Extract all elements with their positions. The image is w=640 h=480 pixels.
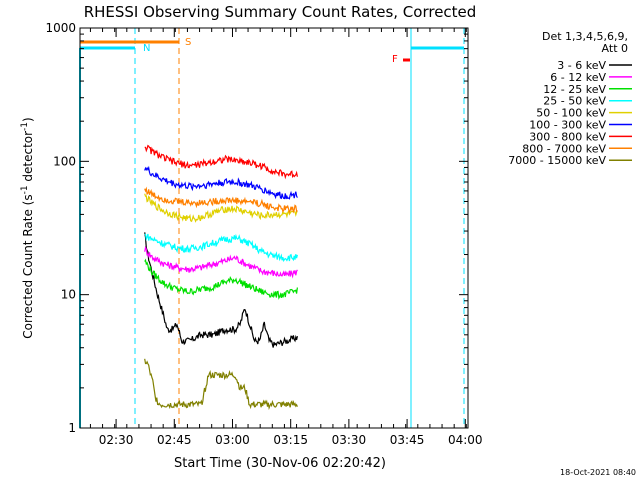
legend-label: 300 - 800 keV [529, 130, 606, 143]
series-line [144, 186, 298, 214]
x-axis-label: Start Time (30-Nov-06 02:20:42) [174, 456, 386, 471]
y-tick-label: 100 [53, 154, 76, 168]
legend-header-attenuator: Att 0 [602, 42, 628, 55]
night-flag-label: N [143, 43, 150, 54]
x-tick-label: 03:45 [390, 433, 425, 447]
legend-header-detectors: Det 1,3,4,5,6,9, [542, 30, 628, 43]
series-line [144, 193, 298, 223]
series-line [144, 165, 298, 200]
y-axis: 1 10 100 1000 [45, 21, 468, 435]
series-line [144, 233, 298, 263]
x-tick-label: 04:00 [448, 433, 483, 447]
series-line [144, 358, 298, 411]
legend-label: 50 - 100 keV [536, 107, 606, 120]
x-tick-label: 02:30 [99, 433, 134, 447]
legend-label: 3 - 6 keV [557, 59, 606, 72]
generation-timestamp: 18-Oct-2021 08:40 [560, 468, 636, 477]
x-tick-label: 03:30 [332, 433, 367, 447]
plot-frame [79, 27, 469, 429]
x-tick-label: 03:15 [273, 433, 308, 447]
legend-label: 100 - 300 keV [529, 119, 606, 132]
y-tick-label: 10 [61, 288, 76, 302]
y-tick-label: 1 [68, 421, 76, 435]
series-lines [144, 144, 298, 411]
legend-label: 7000 - 15000 keV [508, 154, 606, 167]
x-tick-label: 03:00 [215, 433, 250, 447]
legend-label: 6 - 12 keV [550, 71, 606, 84]
x-axis: 02:30 02:45 03:00 03:15 03:30 03:45 04:00 [89, 28, 483, 447]
legend-label: 12 - 25 keV [543, 83, 606, 96]
flare-flag-label: F [392, 54, 398, 65]
series-line [144, 232, 298, 348]
y-axis-label: Corrected Count Rate (s-1 detector-1) [20, 117, 35, 338]
flag-markers: N S F [79, 28, 465, 428]
x-tick-label: 02:45 [157, 433, 192, 447]
legend-label: 800 - 7000 keV [522, 142, 606, 155]
series-line [144, 258, 298, 300]
legend-label: 25 - 50 keV [543, 95, 606, 108]
y-tick-label: 1000 [45, 21, 76, 35]
chart-title: RHESSI Observing Summary Count Rates, Co… [84, 3, 477, 21]
series-line [144, 245, 298, 279]
saa-flag-label: S [185, 37, 191, 48]
series-line [144, 144, 298, 180]
